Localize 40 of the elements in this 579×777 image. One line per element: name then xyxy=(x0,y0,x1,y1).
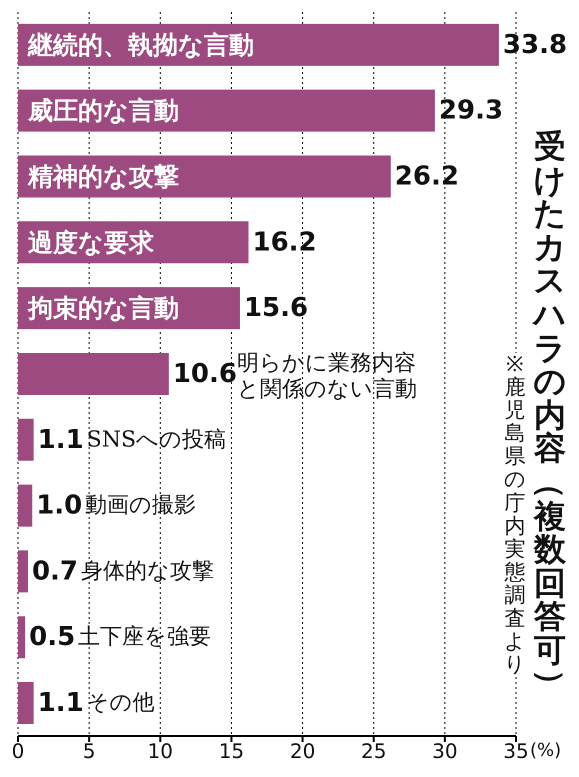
x-tick-label: 15 xyxy=(218,739,244,764)
bar xyxy=(18,616,26,658)
y-tick-label: 過度な要求 xyxy=(28,228,155,257)
y-tick-label: 継続的、執拗な言動 xyxy=(27,30,254,60)
x-tick-label: 0 xyxy=(12,739,24,764)
y-tick-label: 明らかに業務内容と関係のない言動 xyxy=(236,350,417,402)
bar xyxy=(18,418,34,461)
data-label: 16.2 xyxy=(252,227,317,258)
data-label: 29.3 xyxy=(438,96,504,126)
y-tick-label: 身体的な攻撃 xyxy=(80,558,214,584)
y-tick-label: 拘束的な言動 xyxy=(27,294,179,323)
bar xyxy=(18,682,34,724)
data-label: 1.1 xyxy=(38,688,84,718)
text: ※鹿児島県の庁内実態調査より xyxy=(504,352,526,676)
data-label: 10.6 xyxy=(172,358,237,389)
y-tick-label: 動画の撮影 xyxy=(85,493,196,518)
bar xyxy=(18,550,28,592)
data-label: 26.2 xyxy=(394,161,459,192)
data-label: 0.5 xyxy=(29,622,76,652)
data-label: 1.1 xyxy=(38,424,84,455)
y-tick-label: 土下座を強要 xyxy=(78,624,212,650)
y-tick-label: 威圧的な言動 xyxy=(27,96,179,126)
bar xyxy=(18,90,435,132)
x-tick-label: 20 xyxy=(290,739,316,764)
chart-title: 受けたカスハラの内容（複数回答可） xyxy=(532,127,570,700)
data-label: 0.7 xyxy=(32,556,78,586)
x-axis-title: (%) xyxy=(530,740,562,761)
data-label: 15.6 xyxy=(244,293,308,324)
bar xyxy=(18,352,169,395)
data-label: 1.0 xyxy=(36,490,82,521)
x-tick-label: 25 xyxy=(360,739,386,764)
x-tick-label: 5 xyxy=(82,739,96,764)
x-tick-label: 35 xyxy=(503,739,529,764)
x-tick-label: 10 xyxy=(148,739,174,764)
y-tick-label: 精神的な攻撃 xyxy=(27,162,179,191)
y-tick-label: SNSへの投稿 xyxy=(86,427,226,452)
x-tick-label: 30 xyxy=(432,739,458,764)
y-tick-label: その他 xyxy=(86,690,155,716)
data-label: 33.8 xyxy=(502,30,568,60)
bar xyxy=(18,484,32,527)
